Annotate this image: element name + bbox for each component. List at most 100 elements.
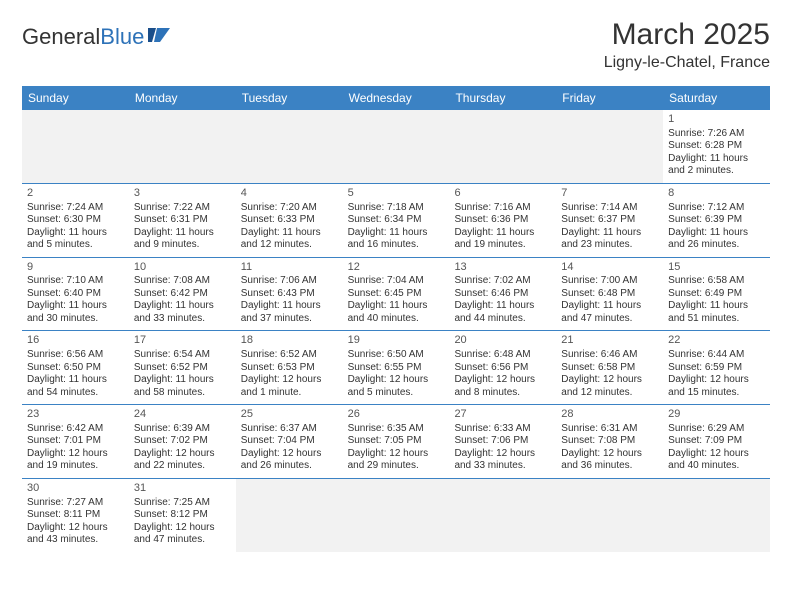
day-number: 19 [348,334,445,348]
month-title: March 2025 [604,18,770,52]
day-sunrise: Sunrise: 7:26 AM [668,128,765,141]
day-daylight: Daylight: 11 hours and 33 minutes. [134,300,231,325]
calendar-day: 28Sunrise: 6:31 AMSunset: 7:08 PMDayligh… [556,405,663,478]
calendar-day: 17Sunrise: 6:54 AMSunset: 6:52 PMDayligh… [129,331,236,404]
day-sunset: Sunset: 6:31 PM [134,214,231,227]
day-number: 26 [348,408,445,422]
day-number: 10 [134,261,231,275]
calendar-day-empty [663,479,770,552]
day-daylight: Daylight: 12 hours and 8 minutes. [454,374,551,399]
day-sunset: Sunset: 6:40 PM [27,288,124,301]
day-sunset: Sunset: 6:53 PM [241,362,338,375]
day-number: 8 [668,187,765,201]
day-sunrise: Sunrise: 6:58 AM [668,275,765,288]
calendar-day-empty [343,110,450,183]
day-sunset: Sunset: 6:42 PM [134,288,231,301]
day-daylight: Daylight: 12 hours and 29 minutes. [348,448,445,473]
day-sunset: Sunset: 6:39 PM [668,214,765,227]
brand-part2: Blue [100,24,144,50]
day-number: 13 [454,261,551,275]
day-sunset: Sunset: 7:06 PM [454,435,551,448]
day-number: 25 [241,408,338,422]
day-sunset: Sunset: 8:11 PM [27,509,124,522]
calendar-day: 13Sunrise: 7:02 AMSunset: 6:46 PMDayligh… [449,258,556,331]
weekday-header: Monday [129,86,236,110]
day-number: 23 [27,408,124,422]
calendar-day: 6Sunrise: 7:16 AMSunset: 6:36 PMDaylight… [449,184,556,257]
day-sunset: Sunset: 6:33 PM [241,214,338,227]
day-sunset: Sunset: 6:28 PM [668,140,765,153]
day-sunset: Sunset: 7:01 PM [27,435,124,448]
day-daylight: Daylight: 12 hours and 22 minutes. [134,448,231,473]
day-sunset: Sunset: 6:37 PM [561,214,658,227]
calendar-day: 14Sunrise: 7:00 AMSunset: 6:48 PMDayligh… [556,258,663,331]
day-daylight: Daylight: 11 hours and 47 minutes. [561,300,658,325]
day-number: 16 [27,334,124,348]
day-sunset: Sunset: 6:58 PM [561,362,658,375]
day-sunset: Sunset: 7:09 PM [668,435,765,448]
calendar-day: 27Sunrise: 6:33 AMSunset: 7:06 PMDayligh… [449,405,556,478]
day-sunrise: Sunrise: 6:35 AM [348,423,445,436]
day-sunrise: Sunrise: 7:14 AM [561,202,658,215]
day-sunrise: Sunrise: 6:52 AM [241,349,338,362]
day-sunrise: Sunrise: 6:42 AM [27,423,124,436]
calendar-grid: SundayMondayTuesdayWednesdayThursdayFrid… [22,86,770,552]
calendar-day-empty [22,110,129,183]
day-sunset: Sunset: 6:46 PM [454,288,551,301]
day-number: 14 [561,261,658,275]
day-daylight: Daylight: 12 hours and 12 minutes. [561,374,658,399]
day-sunrise: Sunrise: 6:29 AM [668,423,765,436]
day-sunset: Sunset: 6:49 PM [668,288,765,301]
day-sunrise: Sunrise: 6:39 AM [134,423,231,436]
calendar-day: 1Sunrise: 7:26 AMSunset: 6:28 PMDaylight… [663,110,770,183]
day-sunrise: Sunrise: 7:08 AM [134,275,231,288]
calendar-day: 21Sunrise: 6:46 AMSunset: 6:58 PMDayligh… [556,331,663,404]
calendar-day-empty [449,479,556,552]
calendar-day: 3Sunrise: 7:22 AMSunset: 6:31 PMDaylight… [129,184,236,257]
day-sunset: Sunset: 7:05 PM [348,435,445,448]
day-number: 20 [454,334,551,348]
day-daylight: Daylight: 11 hours and 2 minutes. [668,153,765,178]
day-sunrise: Sunrise: 6:37 AM [241,423,338,436]
page-header: GeneralBlue March 2025 Ligny-le-Chatel, … [22,18,770,72]
calendar-day: 5Sunrise: 7:18 AMSunset: 6:34 PMDaylight… [343,184,450,257]
day-sunset: Sunset: 6:45 PM [348,288,445,301]
day-sunrise: Sunrise: 7:12 AM [668,202,765,215]
calendar-day: 4Sunrise: 7:20 AMSunset: 6:33 PMDaylight… [236,184,343,257]
weekday-header: Wednesday [343,86,450,110]
calendar-day: 11Sunrise: 7:06 AMSunset: 6:43 PMDayligh… [236,258,343,331]
day-sunrise: Sunrise: 7:02 AM [454,275,551,288]
flag-icon [148,24,172,50]
day-sunrise: Sunrise: 7:00 AM [561,275,658,288]
brand-part1: General [22,24,100,50]
day-sunset: Sunset: 7:08 PM [561,435,658,448]
calendar-day-empty [129,110,236,183]
calendar-day: 23Sunrise: 6:42 AMSunset: 7:01 PMDayligh… [22,405,129,478]
calendar-day: 16Sunrise: 6:56 AMSunset: 6:50 PMDayligh… [22,331,129,404]
day-sunset: Sunset: 6:48 PM [561,288,658,301]
day-sunrise: Sunrise: 7:18 AM [348,202,445,215]
day-number: 2 [27,187,124,201]
day-daylight: Daylight: 12 hours and 5 minutes. [348,374,445,399]
day-daylight: Daylight: 11 hours and 37 minutes. [241,300,338,325]
calendar-day: 7Sunrise: 7:14 AMSunset: 6:37 PMDaylight… [556,184,663,257]
day-daylight: Daylight: 12 hours and 40 minutes. [668,448,765,473]
brand-logo: GeneralBlue [22,24,172,50]
day-number: 9 [27,261,124,275]
day-daylight: Daylight: 12 hours and 15 minutes. [668,374,765,399]
calendar-day: 26Sunrise: 6:35 AMSunset: 7:05 PMDayligh… [343,405,450,478]
day-sunrise: Sunrise: 7:22 AM [134,202,231,215]
calendar-day-empty [556,110,663,183]
calendar-day: 31Sunrise: 7:25 AMSunset: 8:12 PMDayligh… [129,479,236,552]
day-number: 12 [348,261,445,275]
day-sunrise: Sunrise: 6:46 AM [561,349,658,362]
calendar-day: 22Sunrise: 6:44 AMSunset: 6:59 PMDayligh… [663,331,770,404]
day-sunrise: Sunrise: 7:24 AM [27,202,124,215]
day-sunset: Sunset: 6:30 PM [27,214,124,227]
day-number: 31 [134,482,231,496]
day-number: 15 [668,261,765,275]
day-daylight: Daylight: 12 hours and 1 minute. [241,374,338,399]
day-daylight: Daylight: 12 hours and 19 minutes. [27,448,124,473]
weekday-header-row: SundayMondayTuesdayWednesdayThursdayFrid… [22,86,770,110]
calendar-day-empty [236,479,343,552]
